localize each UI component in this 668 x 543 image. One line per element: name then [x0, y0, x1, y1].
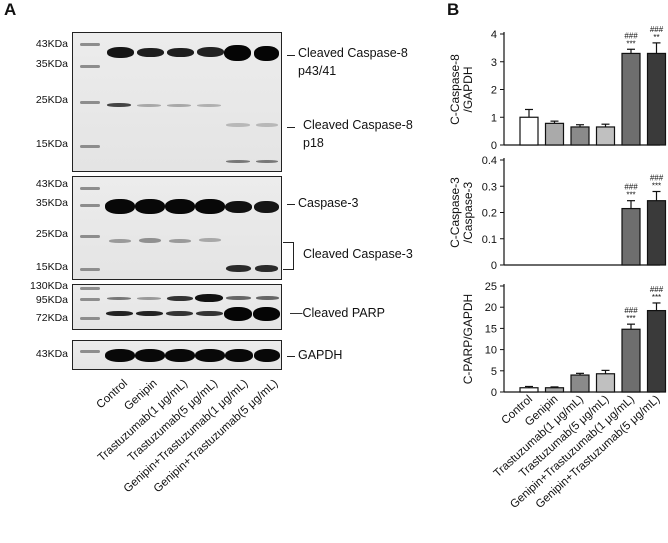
panel-a-letter: A [4, 0, 17, 19]
mw-label: 15KDa [35, 138, 68, 150]
y-tick-label: 20 [485, 302, 497, 314]
band-label: GAPDH [298, 348, 343, 362]
y-tick-label: 0.3 [482, 181, 497, 193]
band-label-text: Cleaved PARP [302, 306, 385, 320]
bar [621, 328, 641, 393]
band-label: p18 [303, 136, 324, 150]
mw-label: 43KDa [35, 178, 68, 190]
significance-label: ### [650, 25, 664, 34]
blot-parp [72, 284, 282, 330]
blot-caspase-3 [72, 176, 282, 280]
y-tick-label: 4 [491, 29, 497, 41]
y-tick-label: 2 [491, 85, 497, 97]
bar [570, 374, 590, 393]
blot-gapdh [72, 340, 282, 370]
bar [621, 52, 641, 146]
blot-caspase-8 [72, 32, 282, 172]
y-tick-label: 5 [491, 366, 497, 378]
band-label: Cleaved Caspase-8 [298, 46, 408, 60]
mw-label: 15KDa [35, 261, 68, 273]
y-tick-label: 0 [491, 140, 497, 152]
y-tick-label: 0.1 [482, 234, 497, 246]
y-tick-label: 25 [485, 281, 497, 293]
mw-label: 43KDa [35, 38, 68, 50]
significance-label: *** [652, 182, 661, 191]
mw-label: 35KDa [35, 197, 68, 209]
mw-label: 72KDa [35, 312, 68, 324]
band-label: Cleaved Caspase-3 [303, 247, 413, 261]
y-axis-label: C-Caspase-8/GAPDH [448, 54, 475, 125]
panel-b-letter: B [447, 0, 460, 19]
significance-label: ### [650, 285, 664, 294]
y-tick-label: 15 [485, 323, 497, 335]
band-label: Cleaved Caspase-8 [303, 118, 413, 132]
bar [646, 309, 667, 393]
bar [570, 126, 590, 146]
y-tick-label: 10 [485, 345, 497, 357]
y-tick-label: 3 [491, 57, 497, 69]
y-tick-label: 0.4 [482, 155, 497, 167]
bar [595, 126, 616, 146]
bar [595, 373, 616, 393]
significance-label: ** [653, 33, 659, 42]
bar [519, 387, 539, 393]
mw-label: 130KDa [30, 280, 68, 292]
band-label: p43/41 [298, 64, 337, 78]
mw-label: 25KDa [35, 94, 68, 106]
mw-label: 95KDa [35, 294, 68, 306]
y-axis-label: C-PARP/GAPDH [461, 294, 475, 384]
significance-label: ### [650, 174, 664, 183]
band-label: Caspase-3 [298, 196, 359, 210]
y-tick-label: 0.2 [482, 208, 497, 220]
significance-label: *** [652, 293, 661, 302]
bar [544, 122, 565, 146]
significance-label: ### [624, 31, 638, 40]
significance-label: *** [626, 39, 635, 48]
mw-label: 43KDa [35, 348, 68, 360]
mw-label: 25KDa [35, 228, 68, 240]
bar [646, 200, 667, 266]
y-tick-label: 1 [491, 112, 497, 124]
bar [621, 207, 641, 266]
significance-label: ### [624, 183, 638, 192]
bar [544, 387, 565, 393]
mw-label: 35KDa [35, 58, 68, 70]
bar [519, 116, 539, 146]
band-label: —Cleaved PARP [290, 306, 385, 320]
significance-label: *** [626, 191, 635, 200]
y-tick-label: 0 [491, 260, 497, 272]
significance-label: *** [626, 314, 635, 323]
bar [646, 52, 667, 146]
y-axis-label: C-Caspase-3/Caspase-3 [448, 177, 475, 248]
significance-label: ### [624, 306, 638, 315]
y-tick-label: 0 [491, 387, 497, 399]
